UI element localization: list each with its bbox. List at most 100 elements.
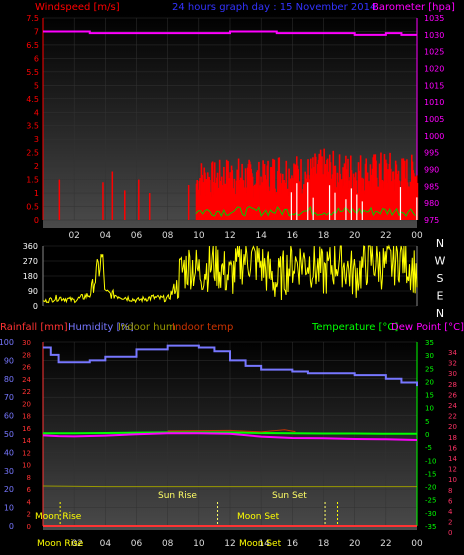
sun-set-label: Sun Set [272,491,307,501]
direction-tick: 270 [23,257,38,266]
temperature-tick: -20 [425,484,436,492]
humidity-legend: Humidity [%] [68,322,134,333]
barometer-tick: 1020 [424,65,444,74]
dew-point-tick: 2 [448,519,452,527]
windspeed-bar [58,179,61,220]
barometer-tick-labels: 1035 1030 1025 1020 1015 1010 1005 1000 995 990 98… [424,14,444,225]
x-tick: 04 [100,231,112,241]
x-tick: 16 [287,231,299,241]
windspeed-bar [361,201,363,220]
humidity-tick: 70 [4,393,14,402]
rainfall-tick: 30 [22,339,31,347]
climate-tick-labels: 1009080706050403020100302826242220181614… [0,338,457,537]
rainfall-tick: 20 [22,400,31,408]
windspeed-bar [300,159,302,220]
barometer-series [43,30,417,36]
humidity-tick: 80 [4,375,14,384]
x-tick: 00 [411,539,423,549]
x-tick: 04 [100,539,112,549]
windspeed-tick: 0.5 [26,203,39,212]
chart-title: 24 hours graph day : 15 November 2014 [172,2,376,13]
sun-moon-markers [43,502,417,527]
dew-point-tick: 4 [448,508,453,516]
wind-direction-line [43,244,418,304]
windspeed-bar [258,161,260,220]
x-tick: 08 [162,231,174,241]
windspeed-bar [365,158,368,220]
dew-point-tick: 32 [448,360,457,368]
dew-point-tick: 16 [448,444,457,452]
dew-point-tick: 6 [448,497,453,505]
windspeed-tick: 3 [34,135,39,144]
dew-point-line [42,432,418,442]
direction-tick: 90 [28,287,38,296]
compass-letter: N [436,237,444,250]
rainfall-tick: 4 [27,498,32,506]
direction-plot-area [43,244,417,310]
wind-average-series [195,205,416,218]
dew-point-tick: 8 [448,487,452,495]
indoor-temp-legend: Indoor temp [172,322,233,333]
windspeed-tick: 3.5 [26,122,39,131]
rainfall-tick: 28 [22,351,31,359]
temperature-tick: 25 [425,365,434,373]
dew-point-tick: 14 [448,455,457,463]
windspeed-tick: 2.5 [26,149,39,158]
dew-point-tick: 18 [448,434,457,442]
rainfall-tick: 12 [22,449,31,457]
windspeed-tick: 1 [34,189,39,198]
x-tick: 02 [68,231,79,241]
x-tick: 10 [193,539,205,549]
temperature-tick: 30 [425,352,434,360]
rainfall-tick: 24 [22,376,31,384]
temperature-tick: -35 [425,523,436,531]
dew-point-tick: 28 [448,381,457,389]
x-tick: 18 [318,231,330,241]
windspeed-bar [416,197,418,220]
windspeed-tick: 7 [34,27,39,36]
temperature-legend: Temperature [°C] [311,322,398,333]
windspeed-bar [350,188,352,220]
moon-rise-axis-label: Moon Rise [37,539,84,549]
rainfall-tick: 0 [27,523,31,531]
rainfall-legend: Rainfall [mm] [0,322,68,333]
indoor-hum-legend: Indoor hum [118,322,176,333]
temperature-tick: -25 [425,497,436,505]
humidity-tick: 60 [4,412,14,421]
direction-tick: 360 [23,242,38,251]
compass-letter: N [436,307,444,320]
dew-point-tick: 0 [448,529,452,537]
windspeed-tick: 5 [34,81,39,90]
moon-rise-label: Moon Rise [35,512,82,522]
windspeed-bar [213,162,216,220]
x-tick: 02 [71,539,82,549]
windspeed-tick: 4 [34,108,39,117]
rainfall-tick: 16 [22,425,31,433]
x-tick: 14 [258,539,270,549]
humidity-tick: 90 [4,356,14,365]
dew-point-tick: 34 [448,349,457,357]
temperature-tick: 10 [425,405,434,413]
moon-set-label: Moon Set [237,512,280,522]
windspeed-tick: 4.5 [26,95,39,104]
x-tick: 10 [193,231,205,241]
windspeed-bar [124,190,126,220]
windspeed-tick: 2 [34,162,39,171]
windspeed-bar [278,157,281,220]
humidity-tick: 10 [4,504,14,513]
windspeed-bar [328,185,331,220]
humidity-line [43,344,418,387]
humidity-tick: 20 [4,485,14,494]
windspeed-axis-title: Windspeed [m/s] [35,2,120,13]
dew-point-legend: Dew Point [°C] [391,322,464,333]
barometer-tick: 1035 [424,14,444,23]
direction-tick: 180 [23,272,38,281]
rainfall-tick: 6 [27,486,32,494]
barometer-tick: 985 [424,182,439,191]
temperature-tick: 5 [425,418,429,426]
windspeed-bar [345,199,347,220]
rainfall-tick: 14 [22,437,31,445]
windspeed-bar [356,194,358,220]
dew-point-tick: 20 [448,423,457,431]
